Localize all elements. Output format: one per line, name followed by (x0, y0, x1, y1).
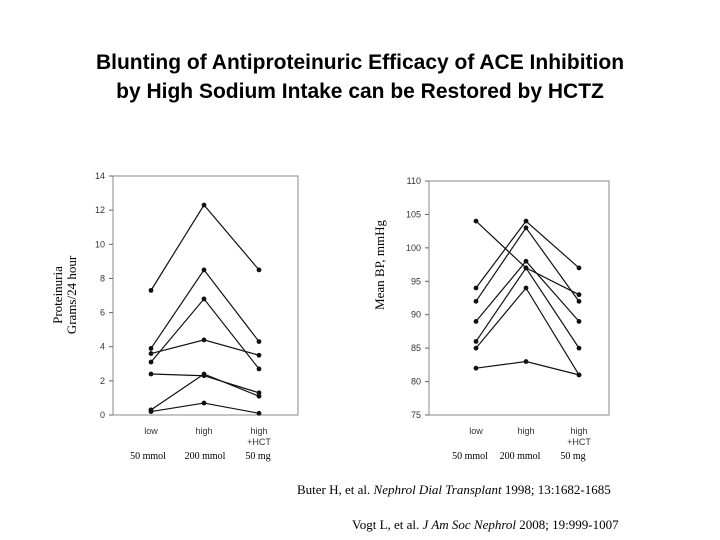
data-point-patient-6 (256, 393, 262, 399)
plot-frame (112, 175, 299, 416)
y-tick-label: 2 (100, 376, 105, 386)
data-point-patient-7 (148, 409, 154, 414)
reference-1-details: 1998; 13:1682-1685 (504, 482, 611, 497)
data-point-patient-3 (473, 298, 479, 304)
series-line-patient-1 (475, 220, 580, 296)
y-tick-label: 14 (95, 171, 105, 181)
data-point-patient-2 (473, 285, 479, 291)
data-point-patient-2 (523, 218, 529, 224)
y-axis-label-line-2: Grams/24 hour (64, 255, 79, 334)
y-tick-label: 12 (95, 205, 105, 215)
data-point-patient-5 (576, 345, 582, 351)
data-point-patient-4 (201, 337, 207, 343)
data-point-patient-3 (256, 366, 262, 372)
data-point-patient-3 (148, 359, 154, 365)
data-point-patient-4 (523, 258, 529, 264)
data-point-patient-5 (148, 371, 154, 377)
reference-1: Buter H, et al. Nephrol Dial Transplant … (297, 482, 611, 498)
dose-label: 200 mmol (500, 451, 541, 462)
x-category-label: low (469, 426, 483, 436)
reference-2-details: 2008; 19:999-1007 (519, 517, 619, 532)
data-point-patient-4 (256, 352, 262, 358)
data-point-patient-7 (523, 359, 529, 364)
y-axis-label: Mean BP, mmHg (372, 220, 387, 310)
x-category-sublabel: +HCT (247, 437, 271, 447)
y-tick-label: 6 (100, 308, 105, 318)
x-category-sublabel: +HCT (567, 437, 591, 447)
data-point-patient-7 (201, 400, 207, 406)
x-category-label: high (250, 426, 267, 436)
title-line-1: Blunting of Antiproteinuric Efficacy of … (95, 51, 625, 74)
y-tick-label: 80 (411, 377, 421, 387)
data-point-patient-6 (523, 285, 529, 291)
reference-2-journal: J Am Soc Nephrol (422, 517, 517, 532)
series-line-patient-7 (475, 360, 580, 376)
y-tick-label: 90 (411, 310, 421, 320)
data-point-patient-1 (148, 287, 154, 293)
dose-label: 50 mmol (452, 451, 488, 462)
y-tick-label: 100 (406, 243, 421, 253)
data-point-patient-4 (148, 351, 154, 356)
plot-frame (428, 180, 610, 416)
reference-2-authors: Vogt L, et al. (352, 517, 420, 532)
y-tick-label: 75 (411, 410, 421, 420)
series-line-patient-1 (150, 204, 260, 291)
series-line-patient-3 (150, 297, 260, 370)
y-tick-label: 105 (406, 209, 421, 219)
y-tick-label: 85 (411, 343, 421, 353)
reference-2: Vogt L, et al. J Am Soc Nephrol 2008; 19… (352, 517, 619, 533)
data-point-patient-2 (201, 267, 207, 273)
data-point-patient-1 (473, 218, 479, 224)
data-point-patient-1 (256, 267, 262, 273)
x-category-label: high (195, 426, 212, 436)
y-tick-label: 10 (95, 239, 105, 249)
title-line-2: by High Sodium Intake can be Restored by… (116, 80, 604, 103)
data-point-patient-3 (201, 296, 207, 302)
data-point-patient-5 (473, 339, 479, 344)
data-point-patient-6 (473, 345, 479, 351)
y-tick-label: 4 (100, 342, 105, 352)
dose-label: 50 mg (560, 451, 585, 462)
dose-label: 50 mmol (130, 451, 166, 462)
reference-1-authors: Buter H, et al. (297, 482, 371, 497)
y-tick-label: 110 (407, 176, 421, 186)
data-point-patient-1 (576, 292, 582, 298)
x-category-label: high (517, 426, 534, 436)
y-tick-label: 0 (100, 410, 105, 420)
y-tick-label: 95 (411, 276, 421, 286)
dose-label: 50 mg (245, 451, 270, 462)
data-point-patient-4 (473, 319, 479, 324)
data-point-patient-6 (201, 371, 207, 377)
data-point-patient-2 (576, 265, 582, 271)
series-line-patient-2 (150, 268, 260, 349)
data-point-patient-3 (576, 298, 582, 304)
x-category-label: low (144, 426, 158, 436)
slide-title: Blunting of Antiproteinuric Efficacy of … (0, 48, 720, 106)
y-tick-label: 8 (100, 273, 105, 283)
data-point-patient-7 (256, 410, 262, 416)
data-point-patient-5 (256, 390, 262, 396)
data-point-patient-2 (148, 346, 154, 351)
reference-1-journal: Nephrol Dial Transplant (373, 482, 502, 497)
data-point-patient-5 (523, 265, 529, 271)
data-point-patient-7 (576, 372, 582, 378)
data-point-patient-7 (473, 365, 479, 371)
data-point-patient-4 (576, 319, 582, 324)
mean-bp-chart: Mean BP, mmHg 75 80 85 90 95 100 105 110 low high… (372, 176, 610, 462)
data-point-patient-2 (256, 339, 262, 344)
y-axis-label-line-1: Proteinuria (50, 266, 65, 324)
proteinuria-chart: Proteinuria Grams/24 hour 0 2 4 6 8 10 12 14 low… (50, 171, 299, 462)
data-point-patient-3 (523, 225, 529, 231)
x-category-label: high (570, 426, 587, 436)
data-point-patient-1 (201, 202, 207, 208)
dose-label: 200 mmol (185, 451, 226, 462)
